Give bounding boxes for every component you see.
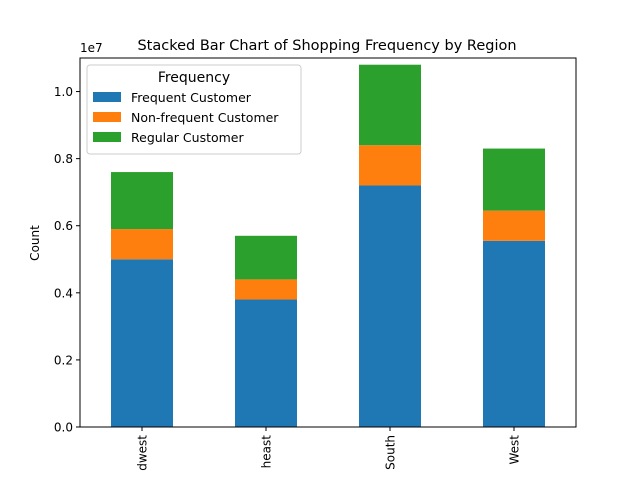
bar-segment-regular-customer-midwest: [111, 172, 173, 230]
x-tick-label-west: West: [508, 435, 522, 465]
legend-swatch: [93, 92, 121, 102]
bar-segment-non-frequent-customer-midwest: [111, 229, 173, 260]
bar-segment-frequent-customer-northeast: [235, 299, 297, 427]
chart-title: Stacked Bar Chart of Shopping Frequency …: [137, 38, 516, 54]
legend-label: Regular Customer: [131, 130, 244, 145]
y-tick-label: 0.0: [54, 421, 73, 435]
y-tick-label: 0.4: [54, 286, 73, 300]
legend-label: Frequent Customer: [131, 90, 252, 105]
legend-swatch: [93, 112, 121, 122]
bar-segment-regular-customer-west: [483, 148, 545, 211]
y-tick-label: 0.6: [54, 219, 73, 233]
bar-segment-non-frequent-customer-northeast: [235, 279, 297, 300]
x-tick-label-midwest: dwest: [136, 435, 150, 471]
bar-segment-frequent-customer-south: [359, 185, 421, 427]
legend-title: Frequency: [158, 70, 230, 86]
x-tick-label-northeast: heast: [260, 435, 274, 469]
bar-segment-regular-customer-northeast: [235, 235, 297, 280]
bar-segment-non-frequent-customer-west: [483, 210, 545, 241]
y-axis-multiplier: 1e7: [80, 41, 103, 55]
bar-segment-non-frequent-customer-south: [359, 145, 421, 186]
legend-label: Non-frequent Customer: [131, 110, 279, 125]
legend: Frequency Frequent Customer Non-frequent …: [86, 64, 302, 155]
legend-box: [86, 64, 302, 155]
y-axis-label: Count: [28, 225, 42, 261]
bar-segment-frequent-customer-midwest: [111, 259, 173, 427]
bar-segment-regular-customer-south: [359, 64, 421, 146]
y-tick-label: 1.0: [54, 85, 73, 99]
plot-frame: [79, 57, 577, 428]
y-tick-label: 0.2: [54, 353, 73, 367]
y-tick-label: 0.8: [54, 152, 73, 166]
legend-swatch: [93, 132, 121, 142]
x-tick-label-south: South: [384, 435, 398, 470]
bar-segment-frequent-customer-west: [483, 240, 545, 427]
